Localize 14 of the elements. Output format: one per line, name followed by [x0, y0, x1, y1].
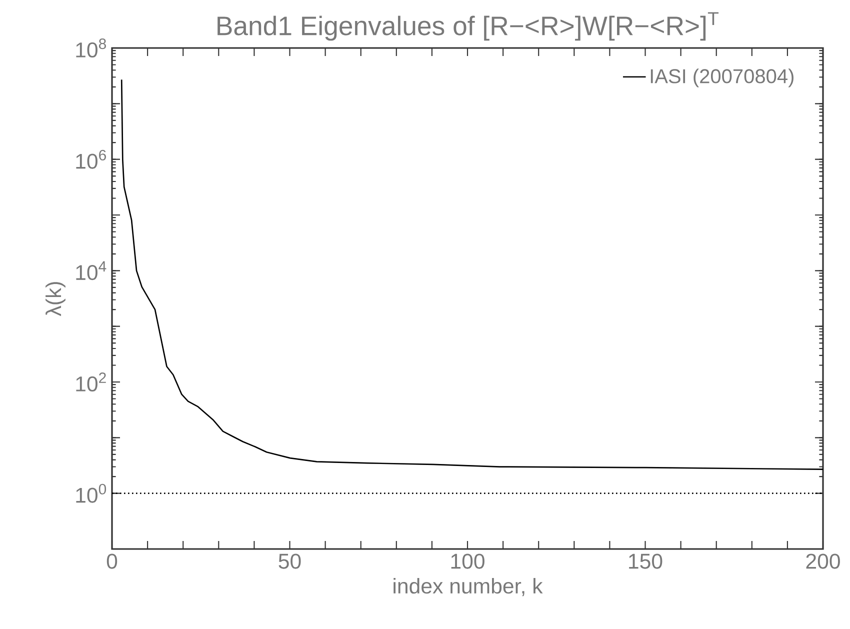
y-tick-label: 10$^{4}$: [76, 261, 106, 280]
x-tick-label: 0: [106, 554, 118, 569]
y-axis-title: λ(k): [46, 282, 66, 316]
y-tick-label: 10$^{0}$: [76, 484, 106, 503]
x-tick-label: 200: [806, 554, 840, 569]
y-tick-label: 10$^{6}$: [76, 150, 106, 169]
x-tick-label: 100: [451, 554, 484, 569]
x-axis-title: index number, k: [394, 578, 543, 596]
chart-title: Band1 Eigenvalues of [R−<R>]W[R−<R>]$^{T}$: [218, 12, 719, 41]
y-tick-label: 10$^{8}$: [76, 38, 106, 58]
x-tick-label: 150: [629, 554, 662, 569]
y-tick-label: 10$^{2}$: [76, 372, 106, 392]
x-tick-label: 50: [278, 554, 301, 569]
legend-label: IASI (20070804): [650, 68, 794, 88]
